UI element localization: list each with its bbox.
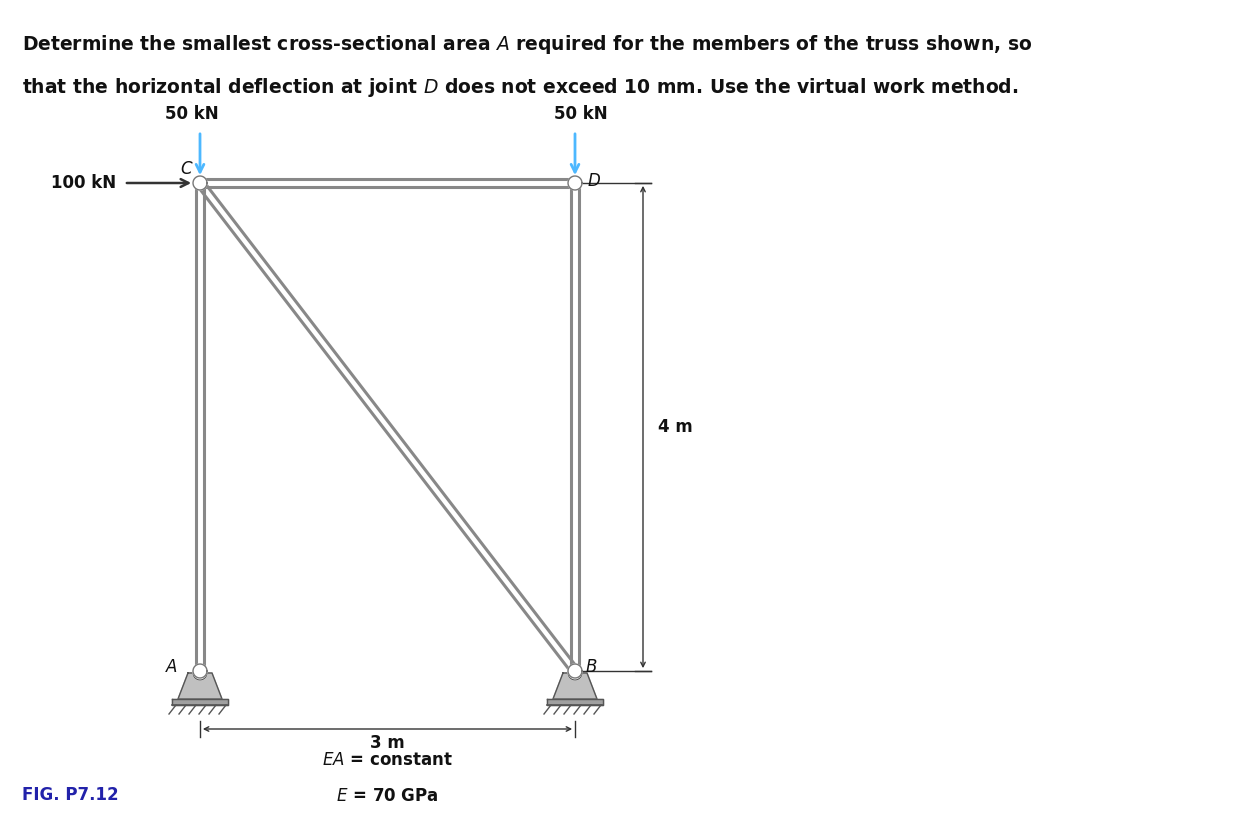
Text: $B$: $B$ <box>586 658 597 676</box>
Polygon shape <box>193 664 207 678</box>
Text: $A$: $A$ <box>164 658 178 676</box>
Polygon shape <box>553 673 597 699</box>
Text: 100 kN: 100 kN <box>51 174 116 192</box>
Text: 4 m: 4 m <box>658 418 693 436</box>
Polygon shape <box>547 699 603 705</box>
Text: Determine the smallest cross-sectional area $A$ required for the members of the : Determine the smallest cross-sectional a… <box>22 33 1033 56</box>
Polygon shape <box>568 666 582 680</box>
Polygon shape <box>568 176 582 190</box>
Text: 3 m: 3 m <box>370 734 405 752</box>
Text: that the horizontal deflection at joint $D$ does not exceed 10 mm. Use the virtu: that the horizontal deflection at joint … <box>22 76 1018 99</box>
Polygon shape <box>193 176 207 190</box>
Polygon shape <box>193 666 207 680</box>
Text: 50 kN: 50 kN <box>166 105 219 123</box>
Text: FIG. P7.12: FIG. P7.12 <box>22 786 118 804</box>
Text: $E$ = 70 GPa: $E$ = 70 GPa <box>336 787 439 805</box>
Text: $EA$ = constant: $EA$ = constant <box>321 751 454 769</box>
Text: 50 kN: 50 kN <box>554 105 608 123</box>
Text: $C$: $C$ <box>181 160 194 178</box>
Polygon shape <box>178 673 222 699</box>
Text: $D$: $D$ <box>587 172 601 190</box>
Polygon shape <box>568 664 582 678</box>
Polygon shape <box>172 699 228 705</box>
